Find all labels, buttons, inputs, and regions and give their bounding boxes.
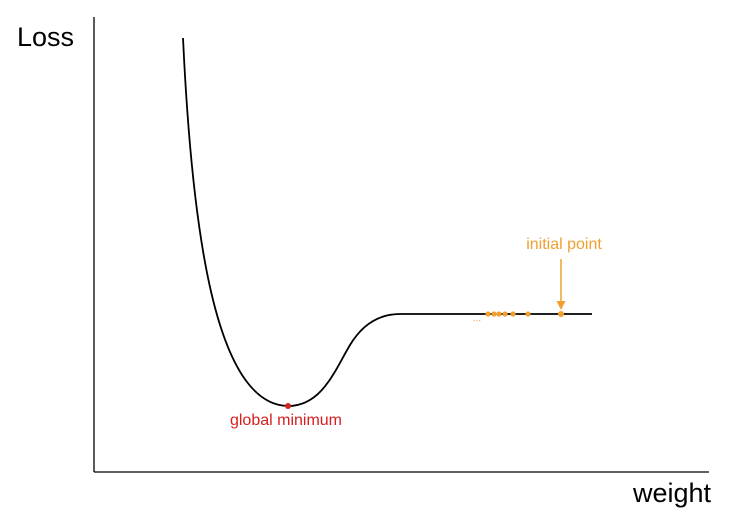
- global-minimum-label: global minimum: [230, 412, 342, 429]
- descent-step: [525, 311, 531, 317]
- descent-step: [485, 311, 491, 317]
- initial-point: [558, 311, 564, 317]
- initial-point-label: initial point: [526, 236, 602, 253]
- descent-step: [502, 311, 508, 317]
- descent-steps: [485, 311, 531, 317]
- global-minimum-point: [285, 403, 291, 409]
- ellipsis-label: ...: [473, 313, 481, 324]
- loss-curve: [182, 37, 592, 407]
- y-axis-label: Loss: [17, 22, 74, 52]
- descent-step: [496, 311, 502, 317]
- x-axis-label: weight: [632, 478, 712, 508]
- initial-point-arrow: [556, 259, 566, 310]
- descent-step: [510, 311, 516, 317]
- descent-step: [491, 311, 497, 317]
